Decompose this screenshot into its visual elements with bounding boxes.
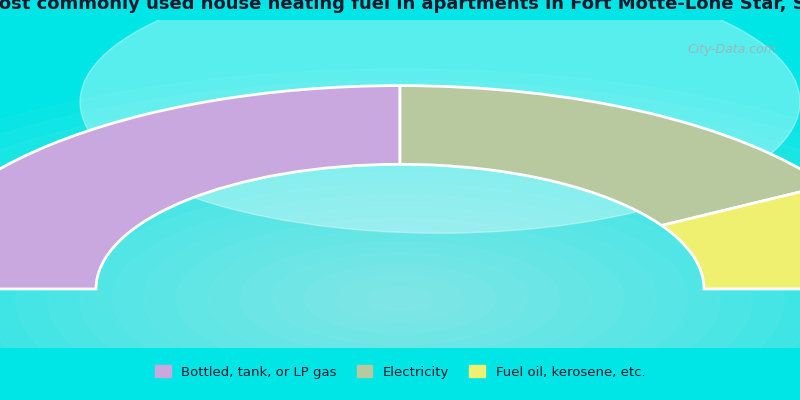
Wedge shape: [662, 186, 800, 289]
Text: City-Data.com: City-Data.com: [687, 43, 776, 56]
Text: Most commonly used house heating fuel in apartments in Fort Motte-Lone Star, SC: Most commonly used house heating fuel in…: [0, 0, 800, 14]
Legend: Bottled, tank, or LP gas, Electricity, Fuel oil, kerosene, etc.: Bottled, tank, or LP gas, Electricity, F…: [150, 360, 650, 384]
Wedge shape: [0, 86, 400, 289]
Ellipse shape: [80, 0, 800, 233]
Wedge shape: [400, 86, 800, 226]
